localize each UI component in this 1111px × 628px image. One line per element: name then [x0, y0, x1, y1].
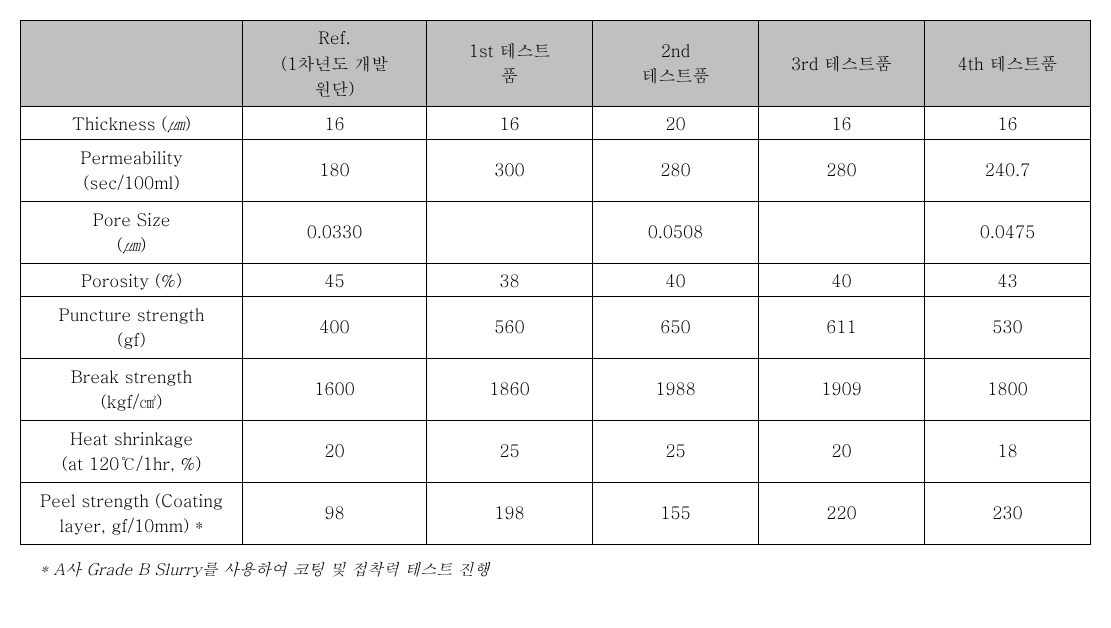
cell-heatshrinkage-t3: 20 [759, 420, 925, 482]
label-peelstrength: Peel strength (Coating layer, gf/10mm) * [21, 482, 243, 544]
cell-peelstrength-t4: 230 [925, 482, 1091, 544]
label-poresize-line1: Pore Size [93, 207, 171, 231]
cell-thickness-ref: 16 [243, 106, 427, 139]
footnote: * A사 Grade B Slurry를 사용하여 코팅 및 접착력 테스트 진… [20, 557, 1091, 580]
cell-breakstrength-ref: 1600 [243, 358, 427, 420]
row-thickness: Thickness (㎛) 16 16 20 16 16 [21, 106, 1091, 139]
cell-puncture-ref: 400 [243, 296, 427, 358]
header-ref-line1: Ref. [318, 25, 350, 49]
cell-porosity-t4: 43 [925, 263, 1091, 296]
label-thickness-unit: ㎛ [168, 111, 185, 135]
cell-breakstrength-t2: 1988 [593, 358, 759, 420]
header-test1-line1: 1st 테스트 [469, 38, 551, 62]
header-test2-line2: 테스트품 [642, 63, 710, 87]
header-test3: 3rd 테스트품 [759, 21, 925, 107]
cell-poresize-t3 [759, 201, 925, 263]
cell-porosity-t3: 40 [759, 263, 925, 296]
label-poresize: Pore Size (㎛) [21, 201, 243, 263]
label-permeability: Permeability (sec/100ml) [21, 139, 243, 201]
cell-peelstrength-t1: 198 [427, 482, 593, 544]
header-test1: 1st 테스트 품 [427, 21, 593, 107]
label-breakstrength-line1: Break strength [71, 364, 193, 388]
cell-heatshrinkage-t2: 25 [593, 420, 759, 482]
header-test2-line1: 2nd [661, 38, 691, 62]
cell-breakstrength-t3: 1909 [759, 358, 925, 420]
label-porosity: Porosity (%) [21, 263, 243, 296]
cell-breakstrength-t4: 1800 [925, 358, 1091, 420]
cell-heatshrinkage-t1: 25 [427, 420, 593, 482]
table-header: Ref. (1차년도 개발 원단) 1st 테스트 품 2nd 테스트품 3rd… [21, 21, 1091, 107]
cell-peelstrength-t3: 220 [759, 482, 925, 544]
cell-permeability-t4: 240.7 [925, 139, 1091, 201]
cell-porosity-ref: 45 [243, 263, 427, 296]
cell-heatshrinkage-t4: 18 [925, 420, 1091, 482]
label-poresize-line2-unit: ㎛ [123, 232, 140, 256]
row-poresize: Pore Size (㎛) 0.0330 0.0508 0.0475 [21, 201, 1091, 263]
label-heatshrinkage-line1: Heat shrinkage [70, 426, 193, 450]
row-breakstrength: Break strength (kgf/㎠) 1600 1860 1988 19… [21, 358, 1091, 420]
cell-poresize-ref: 0.0330 [243, 201, 427, 263]
label-heatshrinkage-line2: (at 120℃/1hr, %) [61, 451, 201, 475]
cell-puncture-t1: 560 [427, 296, 593, 358]
cell-permeability-t3: 280 [759, 139, 925, 201]
label-poresize-line2-suffix: ) [140, 232, 146, 256]
cell-thickness-t2: 20 [593, 106, 759, 139]
header-ref-line2: (1차년도 개발 [281, 51, 388, 75]
label-heatshrinkage: Heat shrinkage (at 120℃/1hr, %) [21, 420, 243, 482]
header-property [21, 21, 243, 107]
table-body: Thickness (㎛) 16 16 20 16 16 Permeabilit… [21, 106, 1091, 544]
header-ref-line3: 원단) [314, 76, 354, 100]
row-porosity: Porosity (%) 45 38 40 40 43 [21, 263, 1091, 296]
cell-puncture-t4: 530 [925, 296, 1091, 358]
cell-breakstrength-t1: 1860 [427, 358, 593, 420]
cell-peelstrength-t2: 155 [593, 482, 759, 544]
row-permeability: Permeability (sec/100ml) 180 300 280 280… [21, 139, 1091, 201]
label-permeability-line1: Permeability [80, 145, 182, 169]
header-row: Ref. (1차년도 개발 원단) 1st 테스트 품 2nd 테스트품 3rd… [21, 21, 1091, 107]
cell-peelstrength-ref: 98 [243, 482, 427, 544]
label-puncture: Puncture strength (gf) [21, 296, 243, 358]
label-peelstrength-line2: layer, gf/10mm) * [59, 513, 203, 537]
cell-thickness-t4: 16 [925, 106, 1091, 139]
cell-porosity-t2: 40 [593, 263, 759, 296]
label-peelstrength-line1: Peel strength (Coating [40, 488, 223, 512]
cell-poresize-t2: 0.0508 [593, 201, 759, 263]
header-test4: 4th 테스트품 [925, 21, 1091, 107]
header-test1-line2: 품 [501, 63, 518, 87]
cell-puncture-t3: 611 [759, 296, 925, 358]
cell-thickness-t1: 16 [427, 106, 593, 139]
row-heatshrinkage: Heat shrinkage (at 120℃/1hr, %) 20 25 25… [21, 420, 1091, 482]
cell-permeability-ref: 180 [243, 139, 427, 201]
cell-heatshrinkage-ref: 20 [243, 420, 427, 482]
header-test2: 2nd 테스트품 [593, 21, 759, 107]
label-permeability-line2: (sec/100ml) [83, 170, 180, 194]
cell-poresize-t1 [427, 201, 593, 263]
label-puncture-line2: (gf) [117, 327, 146, 351]
row-puncture: Puncture strength (gf) 400 560 650 611 5… [21, 296, 1091, 358]
cell-thickness-t3: 16 [759, 106, 925, 139]
properties-table: Ref. (1차년도 개발 원단) 1st 테스트 품 2nd 테스트품 3rd… [20, 20, 1091, 545]
header-ref: Ref. (1차년도 개발 원단) [243, 21, 427, 107]
cell-porosity-t1: 38 [427, 263, 593, 296]
label-thickness: Thickness (㎛) [21, 106, 243, 139]
cell-puncture-t2: 650 [593, 296, 759, 358]
cell-permeability-t1: 300 [427, 139, 593, 201]
row-peelstrength: Peel strength (Coating layer, gf/10mm) *… [21, 482, 1091, 544]
label-breakstrength: Break strength (kgf/㎠) [21, 358, 243, 420]
label-puncture-line1: Puncture strength [58, 302, 204, 326]
label-breakstrength-line2: (kgf/㎠) [100, 389, 162, 413]
cell-poresize-t4: 0.0475 [925, 201, 1091, 263]
cell-permeability-t2: 280 [593, 139, 759, 201]
label-thickness-prefix: Thickness ( [72, 111, 168, 135]
label-thickness-suffix: ) [185, 111, 191, 135]
